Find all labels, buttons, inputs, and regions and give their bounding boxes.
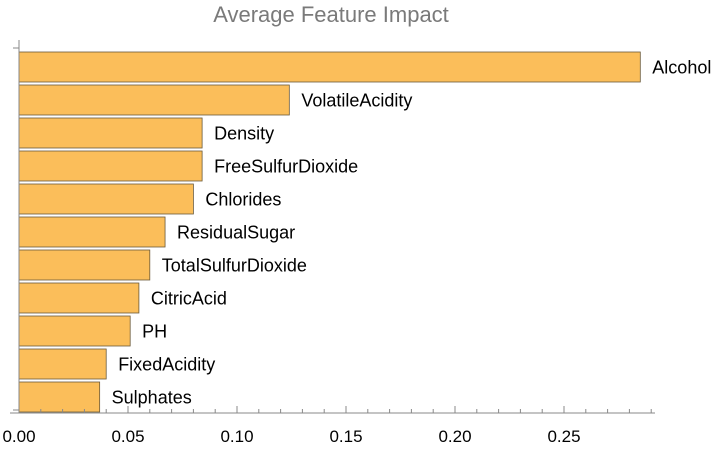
- x-tick-label: 0.20: [438, 427, 471, 446]
- bars-layer: Alcohol VolatileAcidity Density FreeSulfurD…: [18, 51, 711, 413]
- chart-title: Average Feature Impact: [213, 2, 449, 27]
- bar-volatileacidity: [18, 84, 290, 116]
- bar-fixedacidity: [18, 348, 107, 380]
- bar-label-chlorides: Chlorides: [205, 190, 281, 210]
- x-tick-label: 0.15: [329, 427, 362, 446]
- bar-label-residualsugar: ResidualSugar: [177, 223, 295, 243]
- bar-label-totalsulfurdioxide: TotalSulfurDioxide: [162, 256, 307, 276]
- axes-layer: 0.00 0.05 0.10 0.15 0.20 0.25: [2, 40, 655, 446]
- bar-label-density: Density: [214, 124, 274, 144]
- bar-label-volatileacidity: VolatileAcidity: [301, 91, 412, 111]
- bar-residualsugar: [18, 216, 166, 248]
- bar-label-sulphates: Sulphates: [112, 388, 192, 408]
- bar-freesulfurdioxide: [18, 150, 203, 182]
- x-tick-label: 0.05: [111, 427, 144, 446]
- bar-alcohol: [18, 51, 641, 83]
- bar-label-ph: PH: [142, 322, 167, 342]
- bar-label-citricacid: CitricAcid: [151, 289, 227, 309]
- bar-density: [18, 117, 203, 149]
- x-tick-label: 0.10: [220, 427, 253, 446]
- bar-totalsulfurdioxide: [18, 249, 151, 281]
- bar-label-fixedacidity: FixedAcidity: [118, 355, 215, 375]
- bar-chlorides: [18, 183, 194, 215]
- x-tick-label: 0.00: [2, 427, 35, 446]
- bar-citricacid: [18, 282, 140, 314]
- x-tick-label: 0.25: [547, 427, 580, 446]
- bar-sulphates: [18, 381, 101, 413]
- bar-ph: [18, 315, 131, 347]
- bar-label-freesulfurdioxide: FreeSulfurDioxide: [214, 157, 358, 177]
- bar-label-alcohol: Alcohol: [652, 58, 711, 78]
